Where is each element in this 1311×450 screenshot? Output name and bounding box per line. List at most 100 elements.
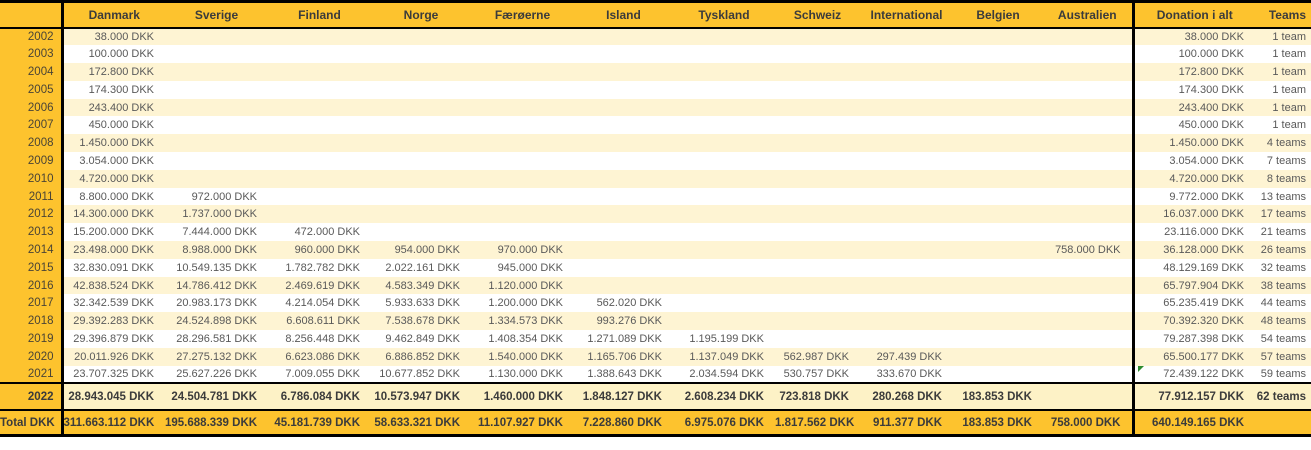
teams-cell: 32 teams	[1255, 258, 1311, 277]
country-header: Danmark	[62, 0, 165, 29]
value-cell	[1043, 98, 1133, 117]
value-cell	[673, 152, 775, 170]
value-cell: 24.504.781 DKK	[165, 382, 268, 412]
donation-cell: 65.500.177 DKK	[1131, 347, 1255, 366]
value-cell	[1043, 205, 1133, 224]
value-cell	[953, 276, 1043, 295]
value-cell	[471, 223, 574, 242]
value-cell: 954.000 DKK	[371, 241, 471, 259]
value-cell	[268, 116, 371, 135]
year-cell: 2003	[0, 45, 64, 64]
value-cell: 562.987 DKK	[775, 347, 860, 366]
value-cell	[953, 187, 1043, 206]
donation-cell: 174.300 DKK	[1131, 80, 1255, 99]
value-cell: 450.000 DKK	[62, 116, 165, 135]
donation-cell: 3.054.000 DKK	[1131, 152, 1255, 170]
teams-cell: 62 teams	[1255, 382, 1311, 412]
year-cell: 2017	[0, 294, 64, 313]
total-value-cell: 1.817.562 DKK	[775, 410, 860, 437]
value-cell	[371, 27, 471, 46]
value-cell: 1.195.199 DKK	[673, 330, 775, 348]
value-cell: 20.011.926 DKK	[62, 347, 165, 366]
value-cell	[268, 134, 371, 153]
value-cell: 38.000 DKK	[62, 27, 165, 46]
value-cell	[953, 312, 1043, 331]
value-cell: 280.268 DKK	[860, 382, 953, 412]
value-cell	[953, 80, 1043, 99]
value-cell: 10.677.852 DKK	[371, 365, 471, 384]
value-cell: 29.392.283 DKK	[62, 312, 165, 331]
year-cell: 2019	[0, 330, 64, 348]
grand-total-cell: 640.149.165 DKK	[1131, 410, 1255, 437]
value-cell	[860, 330, 953, 348]
donation-cell: 100.000 DKK	[1131, 45, 1255, 64]
value-cell	[1043, 80, 1133, 99]
value-cell	[574, 187, 673, 206]
year-row: 2003 100.000 DKK 100.000 DKK 1 team	[0, 45, 1311, 64]
value-cell	[471, 45, 574, 64]
value-cell	[673, 169, 775, 188]
value-cell	[165, 169, 268, 188]
country-header: Belgien	[953, 0, 1043, 29]
value-cell	[953, 169, 1043, 188]
value-cell	[673, 241, 775, 259]
value-cell	[673, 45, 775, 64]
value-cell: 14.786.412 DKK	[165, 276, 268, 295]
value-cell	[574, 276, 673, 295]
value-cell	[371, 169, 471, 188]
donation-cell: 48.129.169 DKK	[1131, 258, 1255, 277]
value-cell: 6.786.084 DKK	[268, 382, 371, 412]
value-cell	[268, 80, 371, 99]
year-row: 2016 42.838.524 DKK 14.786.412 DKK 2.469.61…	[0, 276, 1311, 295]
value-cell	[471, 27, 574, 46]
value-cell: 1.137.049 DKK	[673, 347, 775, 366]
value-cell	[574, 169, 673, 188]
value-cell: 7.538.678 DKK	[371, 312, 471, 331]
value-cell	[268, 63, 371, 81]
value-cell: 8.988.000 DKK	[165, 241, 268, 259]
value-cell: 10.549.135 DKK	[165, 258, 268, 277]
value-cell	[953, 365, 1043, 384]
year-cell: 2022	[0, 382, 64, 412]
value-cell: 28.296.581 DKK	[165, 330, 268, 348]
total-value-cell: 11.107.927 DKK	[471, 410, 574, 437]
value-cell	[574, 152, 673, 170]
value-cell	[953, 330, 1043, 348]
donation-total-header: Donation i alt	[1131, 0, 1255, 29]
value-cell: 6.886.852 DKK	[371, 347, 471, 366]
value-cell	[775, 330, 860, 348]
value-cell: 2.034.594 DKK	[673, 365, 775, 384]
value-cell	[268, 45, 371, 64]
value-cell	[860, 80, 953, 99]
value-cell: 6.608.611 DKK	[268, 312, 371, 331]
year-row: 2008 1.450.000 DKK 1.450.000 DKK 4 teams	[0, 134, 1311, 153]
year-cell: 2018	[0, 312, 64, 331]
value-cell	[165, 27, 268, 46]
value-cell	[953, 223, 1043, 242]
value-cell	[860, 258, 953, 277]
value-cell: 24.524.898 DKK	[165, 312, 268, 331]
value-cell	[1043, 312, 1133, 331]
donation-cell: 23.116.000 DKK	[1131, 223, 1255, 242]
year-row: 2006 243.400 DKK 243.400 DKK 1 team	[0, 98, 1311, 117]
year-row: 2011 8.800.000 DKK 972.000 DKK 9.772.000 DK…	[0, 187, 1311, 206]
value-cell	[953, 152, 1043, 170]
value-cell	[268, 205, 371, 224]
teams-cell: 59 teams	[1255, 365, 1311, 384]
total-value-cell: 758.000 DKK	[1043, 410, 1133, 437]
value-cell: 4.214.054 DKK	[268, 294, 371, 313]
country-header: Island	[574, 0, 673, 29]
teams-cell: 13 teams	[1255, 187, 1311, 206]
value-cell	[1043, 45, 1133, 64]
value-cell	[860, 205, 953, 224]
value-cell	[953, 63, 1043, 81]
value-cell	[673, 276, 775, 295]
value-cell	[371, 187, 471, 206]
value-cell	[471, 187, 574, 206]
year-cell: 2011	[0, 187, 64, 206]
value-cell	[775, 187, 860, 206]
total-row: Total DKK 311.663.112 DKK 195.688.339 DKK 4…	[0, 410, 1311, 437]
value-cell	[574, 116, 673, 135]
value-cell: 23.707.325 DKK	[62, 365, 165, 384]
total-value-cell: 58.633.321 DKK	[371, 410, 471, 437]
